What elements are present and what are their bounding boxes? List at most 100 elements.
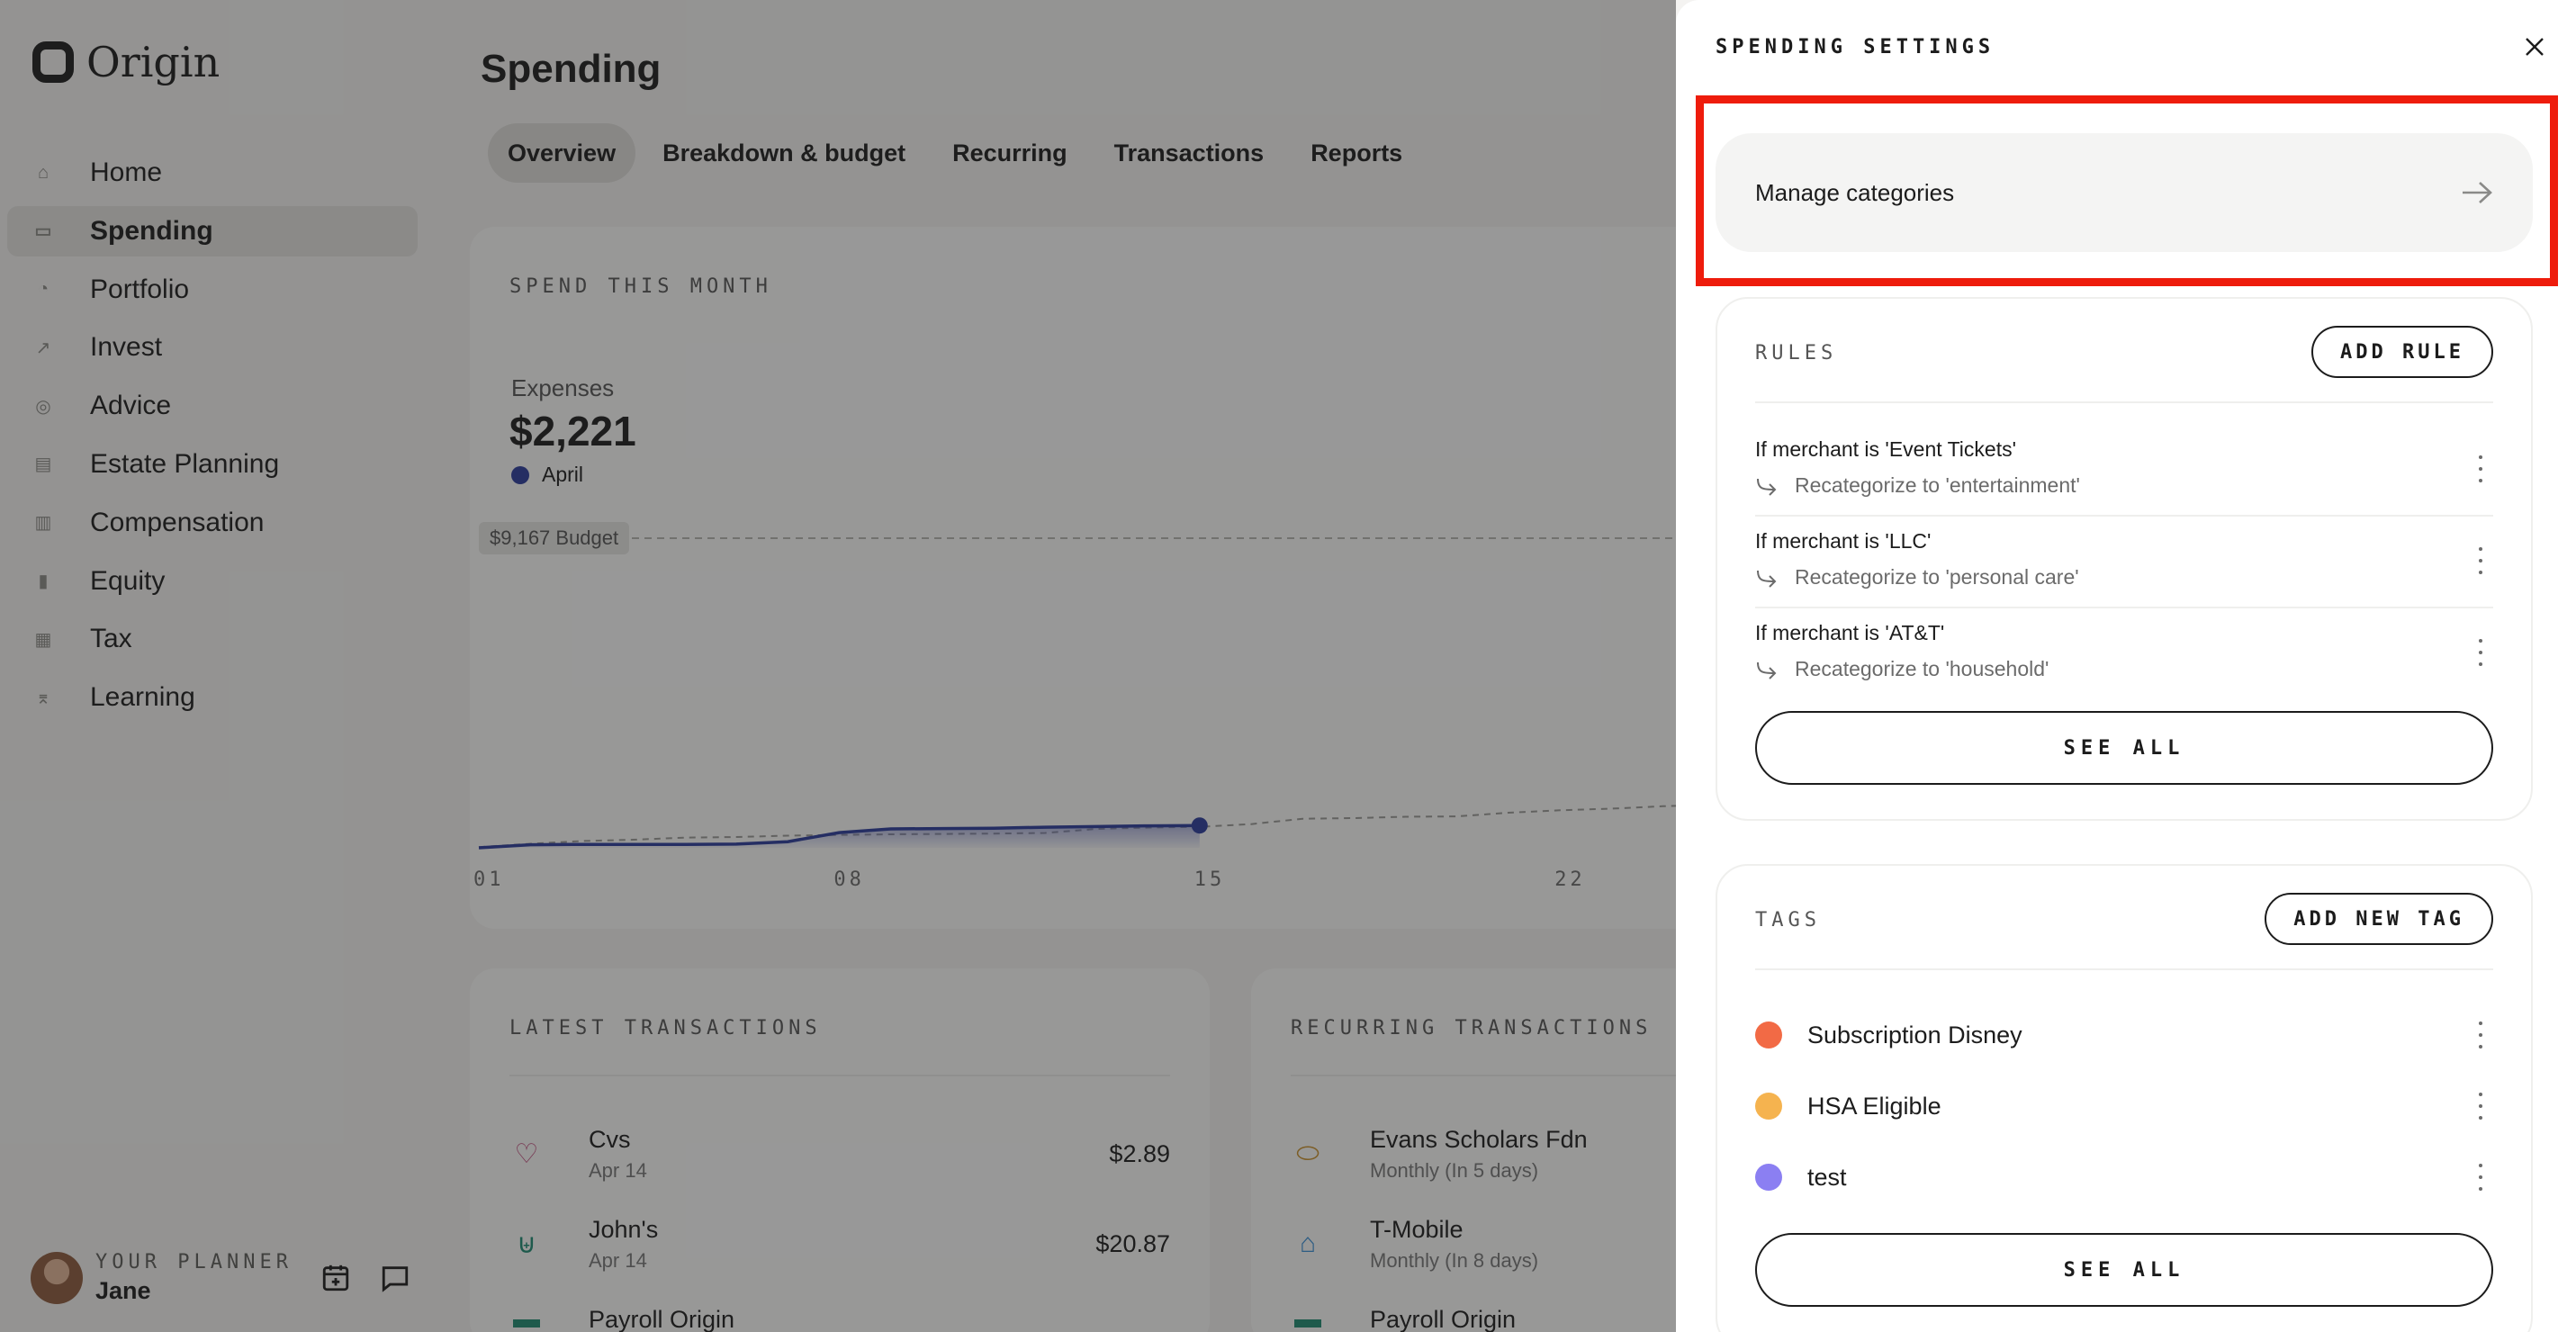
tag-item[interactable]: test [1755, 1155, 2493, 1200]
graduation-cap-icon: ⌆ [35, 688, 51, 708]
receipt-icon: ▦ [34, 629, 52, 650]
planner-caption: YOUR PLANNER [95, 1251, 293, 1274]
sidebar-item-label: Invest [90, 332, 163, 363]
expenses-label: Expenses [511, 374, 615, 401]
sidebar-item-portfolio[interactable]: ◔ Portfolio [7, 265, 418, 315]
sidebar-item-label: Spending [90, 215, 213, 246]
current-period-line [478, 824, 1200, 850]
add-rule-button[interactable]: ADD RULE [2311, 326, 2493, 378]
transaction-row[interactable]: ♡ Cvs Apr 14 $2.89 [509, 1111, 1170, 1197]
page-title: Spending [481, 47, 662, 91]
more-icon[interactable] [2472, 547, 2490, 574]
sidebar-item-label: Advice [90, 391, 172, 421]
recurring-row[interactable]: ⬭ Evans Scholars Fdn Monthly (In 5 days) [1291, 1111, 1951, 1197]
sidebar-item-estate-planning[interactable]: ▤ Estate Planning [7, 439, 418, 490]
close-icon [2526, 38, 2544, 56]
transaction-date: Apr 14 [589, 1158, 647, 1182]
house-icon: ⌂ [1299, 1228, 1317, 1258]
expenses-value: $2,221 [509, 408, 636, 454]
rule-item[interactable]: If merchant is 'AT&T' Recategorize to 'h… [1755, 621, 2493, 713]
rule-action-label: Recategorize to 'household' [1795, 657, 2049, 680]
avatar[interactable] [31, 1252, 83, 1304]
rule-item[interactable]: If merchant is 'Event Tickets' Recategor… [1755, 437, 2493, 529]
sidebar-item-spending[interactable]: ▭ Spending [7, 205, 418, 256]
transaction-text: Payroll Origin [589, 1306, 734, 1332]
latest-transactions-card: LATEST TRANSACTIONS ♡ Cvs Apr 14 $2.89 ⊎… [470, 968, 1210, 1332]
origin-logo-icon [32, 41, 74, 83]
transaction-name: Cvs [589, 1125, 631, 1153]
transaction-date: Apr 14 [589, 1248, 647, 1272]
card-title: LATEST TRANSACTIONS [509, 1017, 822, 1040]
divider [1755, 607, 2493, 608]
tag-item[interactable]: Subscription Disney [1755, 1012, 2493, 1058]
corner-arrow-icon [1757, 570, 1777, 588]
bar-chart-icon: ▮ [38, 572, 49, 592]
sidebar-item-tax[interactable]: ▦ Tax [7, 614, 418, 664]
recurring-text: Evans Scholars Fdn Monthly (In 5 days) [1370, 1126, 1588, 1183]
more-icon[interactable] [2472, 1164, 2490, 1191]
recurring-row[interactable]: ⌂ T-Mobile Monthly (In 8 days) [1291, 1201, 1951, 1287]
tab-transactions[interactable]: Transactions [1113, 139, 1265, 166]
tags-title: TAGS [1755, 909, 1821, 932]
transaction-amount: $2.89 [1109, 1139, 1170, 1167]
rules-title: RULES [1755, 342, 1838, 364]
sidebar-item-label: Home [90, 158, 163, 187]
arrow-right-icon [2463, 182, 2492, 203]
transaction-row[interactable]: ⊎ John's Apr 14 $20.87 [509, 1201, 1170, 1287]
rule-action: Recategorize to 'household' [1755, 657, 2049, 681]
heart-icon: ♡ [514, 1138, 539, 1169]
rule-item[interactable]: If merchant is 'LLC' Recategorize to 'pe… [1755, 529, 2493, 621]
see-all-tags-button[interactable]: SEE ALL [1755, 1233, 2493, 1307]
divider [1755, 968, 2493, 970]
tab-overview[interactable]: Overview [488, 123, 636, 183]
more-icon[interactable] [2472, 1022, 2490, 1048]
tag-label: test [1807, 1163, 1847, 1191]
more-icon[interactable] [2472, 639, 2490, 666]
home-icon: ⌂ [37, 162, 50, 183]
tab-bar: Overview Breakdown & budget Recurring Tr… [488, 123, 1422, 183]
card-title: RECURRING TRANSACTIONS [1291, 1017, 1653, 1040]
manage-categories-button[interactable]: Manage categories [1716, 133, 2533, 252]
sidebar-item-home[interactable]: ⌂ Home [7, 148, 418, 198]
recurring-row[interactable]: ▬ Payroll Origin [1291, 1276, 1951, 1332]
schedule-button[interactable] [320, 1262, 352, 1294]
modal-backdrop[interactable] [0, 0, 1676, 1332]
basket-icon: ⊎ [517, 1228, 536, 1259]
sidebar-item-invest[interactable]: ↗ Invest [7, 322, 418, 373]
sidebar-item-equity[interactable]: ▮ Equity [7, 556, 418, 607]
origin-logo[interactable]: Origin [32, 38, 220, 86]
current-point-marker[interactable] [1191, 817, 1208, 834]
add-new-tag-button[interactable]: ADD NEW TAG [2265, 893, 2493, 945]
tag-item[interactable]: HSA Eligible [1755, 1084, 2493, 1129]
sidebar-item-learning[interactable]: ⌆ Learning [7, 672, 418, 723]
previous-period-line [478, 804, 1715, 849]
sidebar-item-label: Portfolio [90, 274, 190, 304]
manage-categories-label: Manage categories [1755, 178, 1955, 206]
sidebar-item-advice[interactable]: ◎ Advice [7, 381, 418, 431]
message-button[interactable] [379, 1262, 411, 1294]
close-button[interactable] [2520, 32, 2549, 61]
divider [1755, 515, 2493, 517]
spend-chart: 01 08 15 22 [473, 537, 1820, 891]
recurring-frequency: Monthly (In 5 days) [1370, 1158, 1539, 1182]
x-tick-label: 01 [473, 868, 505, 891]
sidebar-item-label: Tax [90, 624, 132, 654]
tags-card: TAGS ADD NEW TAG Subscription Disney HSA… [1716, 864, 2533, 1332]
recurring-name: Evans Scholars Fdn [1370, 1125, 1588, 1153]
more-icon[interactable] [2472, 455, 2490, 482]
sidebar-item-compensation[interactable]: ▥ Compensation [7, 498, 418, 548]
more-icon[interactable] [2472, 1093, 2490, 1120]
tab-breakdown-budget[interactable]: Breakdown & budget [662, 139, 906, 166]
transaction-row[interactable]: ▬ Payroll Origin [509, 1276, 1170, 1332]
see-all-rules-button[interactable]: SEE ALL [1755, 711, 2493, 785]
current-period-area [479, 825, 1200, 848]
trending-up-icon: ↗ [35, 338, 51, 358]
transaction-amount: $20.87 [1095, 1229, 1170, 1257]
tag-label: Subscription Disney [1807, 1021, 2022, 1048]
tab-recurring[interactable]: Recurring [952, 139, 1067, 166]
chart-legend: April [511, 463, 583, 487]
transaction-name: John's [589, 1215, 659, 1243]
tab-reports[interactable]: Reports [1311, 139, 1403, 166]
sidebar-item-label: Equity [90, 565, 166, 596]
chat-icon [382, 1266, 409, 1292]
